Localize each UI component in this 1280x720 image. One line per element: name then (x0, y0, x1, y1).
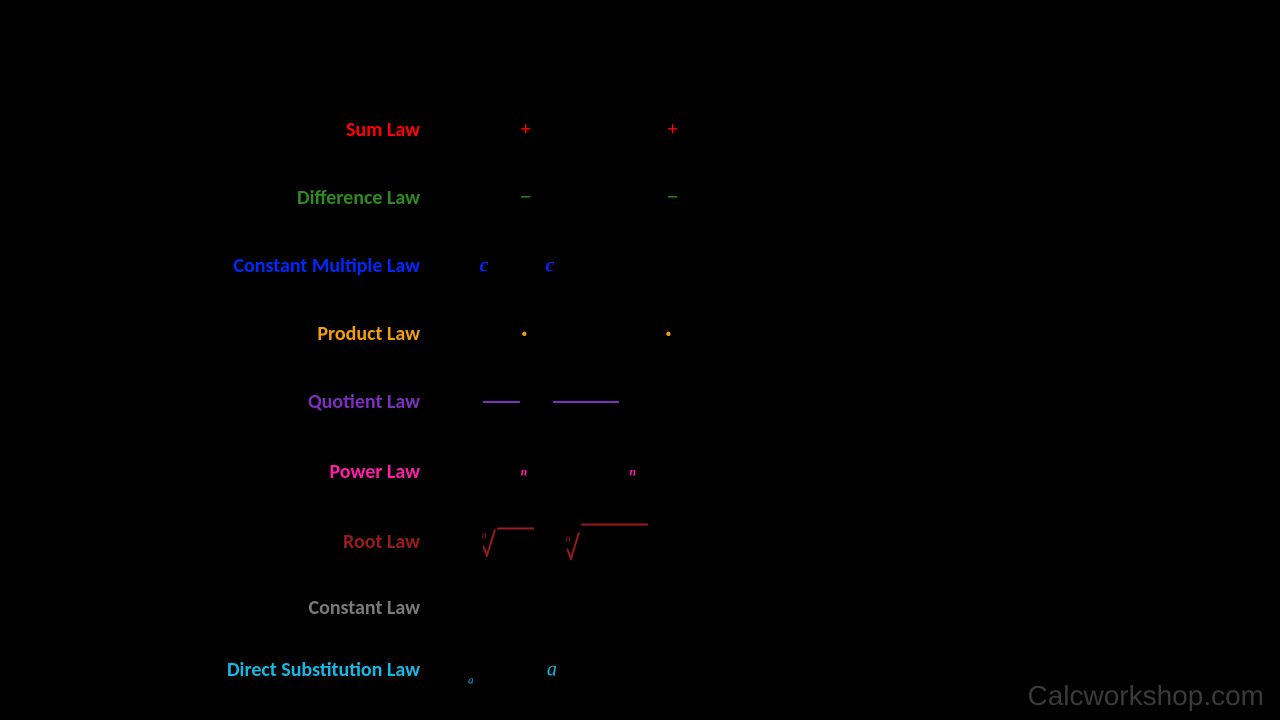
eq-quotient: limx→a f(x) g(x) = limx→af(x) limx→ag(x) (450, 364, 622, 440)
row-sum: Sum Law limx→a [f(x) + g(x)] = limx→a f(… (0, 95, 1280, 165)
eq-constmult: limx→a c f(x) = c limx→a f(x) (450, 250, 616, 283)
label-root: Root Law (343, 507, 420, 577)
page-title: Limit Laws (0, 28, 1280, 65)
eq-product: limx→a [f(x) · g(x)] = limx→a f(x) · lim… (450, 318, 741, 351)
label-constmult: Constant Multiple Law (233, 231, 420, 301)
row-constmult: Constant Multiple Law limx→a c f(x) = c … (0, 231, 1280, 301)
label-sum: Sum Law (346, 95, 420, 165)
eq-diff: limx→a [f(x) − g(x)] = limx→a f(x) − lim… (450, 182, 746, 215)
watermark: Calcworkshop.com (1027, 680, 1264, 712)
eq-direct: limx→a f(x) = f(a) (450, 654, 564, 687)
label-product: Product Law (317, 299, 420, 369)
label-quotient: Quotient Law (308, 367, 420, 437)
label-diff: Difference Law (297, 163, 420, 233)
label-power: Power Law (329, 437, 420, 507)
row-root: Root Law limx→a n f(x) = n limx→a f(x) (0, 507, 1280, 577)
row-power: Power Law limx→a [f(x)]n = [ limx→a f(x)… (0, 437, 1280, 507)
label-direct: Direct Substitution Law (227, 635, 420, 705)
eq-sum: limx→a [f(x) + g(x)] = limx→a f(x) + lim… (450, 114, 746, 147)
label-constant: Constant Law (308, 573, 420, 643)
eq-constant: limx→a c = c (450, 592, 525, 625)
eq-root: limx→a n f(x) = n limx→a f(x) (450, 524, 650, 561)
row-product: Product Law limx→a [f(x) · g(x)] = limx→… (0, 299, 1280, 369)
row-diff: Difference Law limx→a [f(x) − g(x)] = li… (0, 163, 1280, 233)
row-constant: Constant Law limx→a c = c (0, 573, 1280, 643)
eq-power: limx→a [f(x)]n = [ limx→a f(x) ]n (450, 456, 636, 489)
row-quotient: Quotient Law limx→a f(x) g(x) = limx→af(… (0, 367, 1280, 437)
